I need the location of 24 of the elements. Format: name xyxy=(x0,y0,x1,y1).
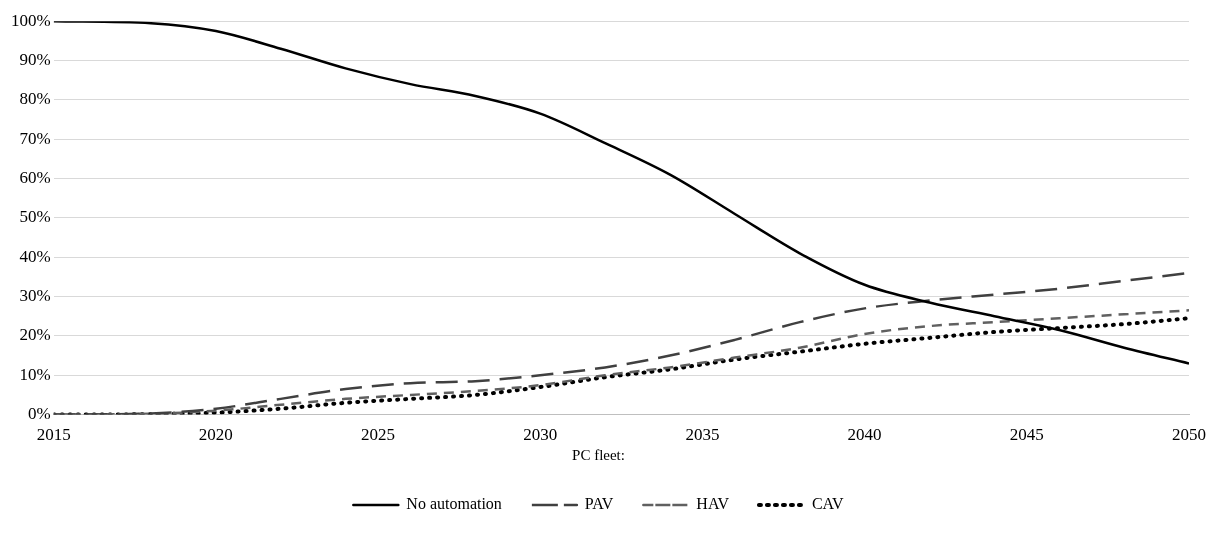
y-tick-label: 0% xyxy=(27,404,51,424)
legend-title: PC fleet: xyxy=(572,447,625,464)
y-tick-label: 30% xyxy=(19,286,51,306)
x-tick-label: 2040 xyxy=(847,425,882,445)
y-tick-label: 60% xyxy=(19,168,51,188)
y-tick-label: 20% xyxy=(19,325,51,345)
legend-label: HAV xyxy=(696,495,730,513)
x-tick-label: 2045 xyxy=(1009,425,1044,445)
y-tick-label: 100% xyxy=(10,10,51,30)
y-tick-label: 40% xyxy=(19,246,51,266)
x-tick-label: 2050 xyxy=(1172,425,1206,445)
y-tick-label: 90% xyxy=(19,50,51,70)
legend-label: PAV xyxy=(584,495,614,513)
x-tick-label: 2030 xyxy=(523,425,558,445)
y-tick-label: 80% xyxy=(19,89,51,109)
legend-label: No automation xyxy=(406,495,502,513)
y-tick-label: 10% xyxy=(19,364,51,384)
y-tick-label: 50% xyxy=(19,207,51,227)
x-tick-label: 2025 xyxy=(361,425,396,445)
legend-label: CAV xyxy=(811,495,845,513)
x-tick-label: 2020 xyxy=(198,425,233,445)
x-tick-label: 2035 xyxy=(685,425,720,445)
x-tick-label: 2015 xyxy=(36,425,71,445)
y-tick-label: 70% xyxy=(19,128,51,148)
